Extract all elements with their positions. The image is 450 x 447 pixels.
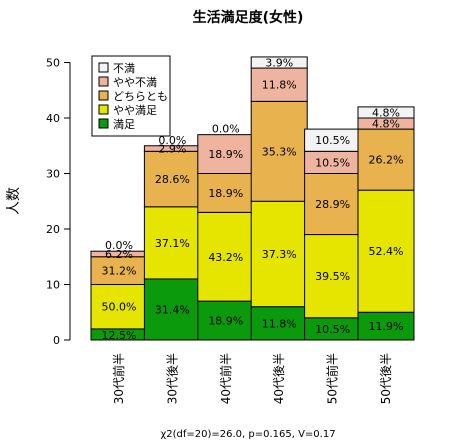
data-label: 35.3% bbox=[262, 145, 297, 158]
category-label: 30代前半 bbox=[111, 353, 126, 404]
x-axis-categories: 30代前半 30代後半 40代前半 40代後半 50代前半 50代後半 bbox=[111, 353, 393, 404]
footnote: χ2(df=20)=26.0, p=0.165, V=0.17 bbox=[160, 429, 335, 440]
data-label: 50.0% bbox=[102, 301, 137, 314]
y-tick-label: 40 bbox=[46, 112, 60, 125]
bars: 12.5%50.0%31.2%6.2%0.0%31.4%37.1%28.6%2.… bbox=[90, 56, 415, 342]
y-tick-label: 50 bbox=[46, 57, 60, 70]
data-label: 4.8% bbox=[372, 118, 400, 131]
data-label: 52.4% bbox=[369, 245, 404, 258]
data-label: 18.9% bbox=[208, 148, 243, 161]
data-label: 26.2% bbox=[369, 154, 404, 167]
legend-swatch bbox=[98, 118, 109, 129]
bar-segment bbox=[250, 67, 308, 102]
y-axis-label: 人数 bbox=[6, 187, 22, 215]
data-label: 28.9% bbox=[315, 198, 350, 211]
category-label: 30代後半 bbox=[165, 353, 179, 404]
data-label: 18.9% bbox=[208, 315, 243, 328]
data-label: 11.9% bbox=[369, 320, 404, 333]
data-label: 39.5% bbox=[315, 270, 350, 283]
legend-label: どちらとも bbox=[113, 90, 168, 103]
bar-segment bbox=[250, 56, 308, 69]
bar-segment bbox=[357, 106, 415, 119]
data-label: 10.5% bbox=[315, 134, 350, 147]
bar-segment bbox=[197, 134, 255, 174]
chart-title: 生活満足度(女性) bbox=[193, 9, 304, 26]
bar-segment bbox=[143, 278, 201, 341]
category-label: 50代後半 bbox=[379, 353, 393, 404]
data-label: 4.8% bbox=[372, 106, 400, 119]
category-label: 50代前半 bbox=[325, 353, 340, 404]
data-label: 0.0% bbox=[105, 239, 133, 252]
data-label: 2.9% bbox=[158, 143, 186, 156]
bar-segment bbox=[197, 173, 255, 213]
category-label: 40代後半 bbox=[272, 353, 286, 404]
y-tick-label: 20 bbox=[46, 223, 60, 236]
data-label: 31.4% bbox=[155, 303, 190, 316]
data-label: 11.8% bbox=[262, 317, 297, 330]
bar-segment bbox=[250, 200, 308, 308]
data-label: 43.2% bbox=[208, 251, 243, 264]
data-label: 37.3% bbox=[262, 248, 297, 261]
bar-segment bbox=[357, 311, 415, 341]
legend-swatch bbox=[98, 90, 109, 101]
legend-swatch bbox=[98, 76, 109, 87]
data-label: 10.5% bbox=[315, 156, 350, 169]
data-label: 31.2% bbox=[102, 265, 137, 278]
data-label: 12.5% bbox=[102, 329, 137, 342]
y-axis: 0 10 20 30 40 50 bbox=[46, 57, 71, 347]
data-label: 10.5% bbox=[315, 323, 350, 336]
bar-segment bbox=[197, 300, 255, 341]
legend-swatch bbox=[98, 104, 109, 115]
y-tick-label: 10 bbox=[46, 279, 60, 292]
bar-segment bbox=[357, 189, 415, 313]
bar-segment bbox=[143, 150, 201, 208]
bar-segment bbox=[143, 206, 201, 280]
y-tick-label: 0 bbox=[53, 334, 60, 347]
data-label: 3.9% bbox=[265, 57, 293, 70]
data-label: 28.6% bbox=[155, 173, 190, 186]
legend-label: 満足 bbox=[113, 118, 135, 131]
data-label: 18.9% bbox=[208, 187, 243, 200]
data-label: 6.2% bbox=[105, 248, 133, 261]
data-label: 11.8% bbox=[262, 79, 297, 92]
y-tick-label: 30 bbox=[46, 168, 60, 181]
legend-label: 不満 bbox=[113, 62, 135, 75]
data-label: 0.0% bbox=[158, 134, 186, 147]
legend-label: やや満足 bbox=[113, 104, 157, 117]
bar-segment bbox=[304, 173, 362, 236]
category-label: 40代前半 bbox=[218, 353, 233, 404]
data-label: 37.1% bbox=[155, 237, 190, 250]
bar-segment bbox=[304, 234, 362, 319]
legend-label: やや不満 bbox=[113, 76, 157, 89]
legend-swatch bbox=[98, 62, 109, 73]
data-label: 0.0% bbox=[212, 123, 240, 136]
bar-segment bbox=[250, 306, 308, 341]
